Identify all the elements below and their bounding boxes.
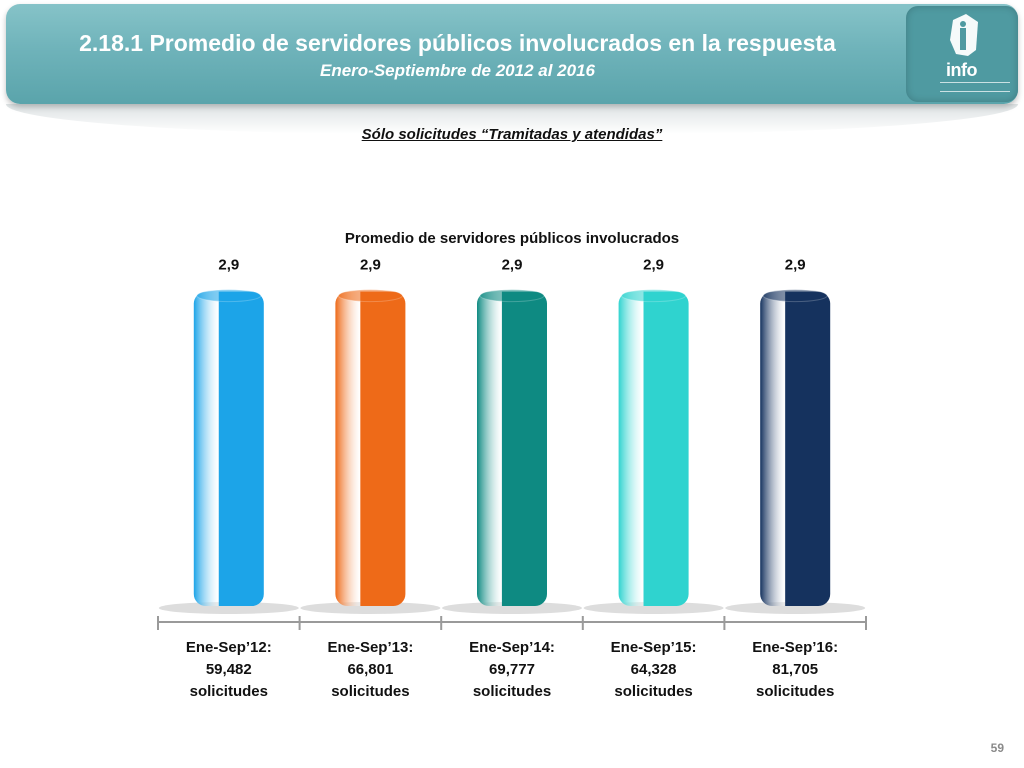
bar-shadow	[442, 602, 582, 614]
bar-cap	[621, 289, 687, 303]
bar	[477, 291, 547, 606]
bar-shadow	[725, 602, 866, 614]
header-banner	[6, 4, 1018, 104]
bar-shadow	[300, 602, 441, 614]
category-label: Ene-Sep’15: 64,328 solicitudes	[611, 639, 697, 700]
bar-value-label: 2,9	[360, 257, 381, 274]
bar-cap	[762, 289, 828, 303]
page-subtitle: Enero-Septiembre de 2012 al 2016	[320, 61, 595, 80]
category-label: Ene-Sep’13: 66,801 solicitudes	[327, 639, 413, 700]
bar-shadow	[158, 602, 299, 614]
page-title: 2.18.1 Promedio de servidores públicos i…	[79, 30, 836, 56]
filter-note: Sólo solicitudes “Tramitadas y atendidas…	[361, 126, 663, 143]
bar-value-label: 2,9	[218, 257, 239, 274]
bar-value-label: 2,9	[643, 257, 664, 274]
logo-text: info	[946, 60, 978, 80]
chart-title: Promedio de servidores públicos involucr…	[344, 230, 680, 247]
bar-cap	[337, 289, 403, 303]
bar	[193, 291, 264, 606]
category-label: Ene-Sep’12: 59,482 solicitudes	[186, 639, 272, 700]
bar-cap	[196, 289, 262, 303]
bar-cap	[479, 289, 545, 303]
logo-subtext-lines	[940, 82, 1010, 92]
logo-emblem-icon	[950, 14, 978, 56]
category-label: Ene-Sep’14: 69,777 solicitudes	[469, 639, 555, 700]
bar-shadow	[583, 602, 724, 614]
bar	[618, 291, 689, 606]
page-number: 59	[990, 741, 1004, 755]
bar-value-label: 2,9	[785, 257, 806, 274]
info-logo	[906, 6, 1018, 102]
bar-value-label: 2,9	[502, 257, 523, 274]
bar	[335, 291, 406, 606]
bar	[760, 291, 831, 606]
category-label: Ene-Sep’16: 81,705 solicitudes	[752, 639, 838, 700]
